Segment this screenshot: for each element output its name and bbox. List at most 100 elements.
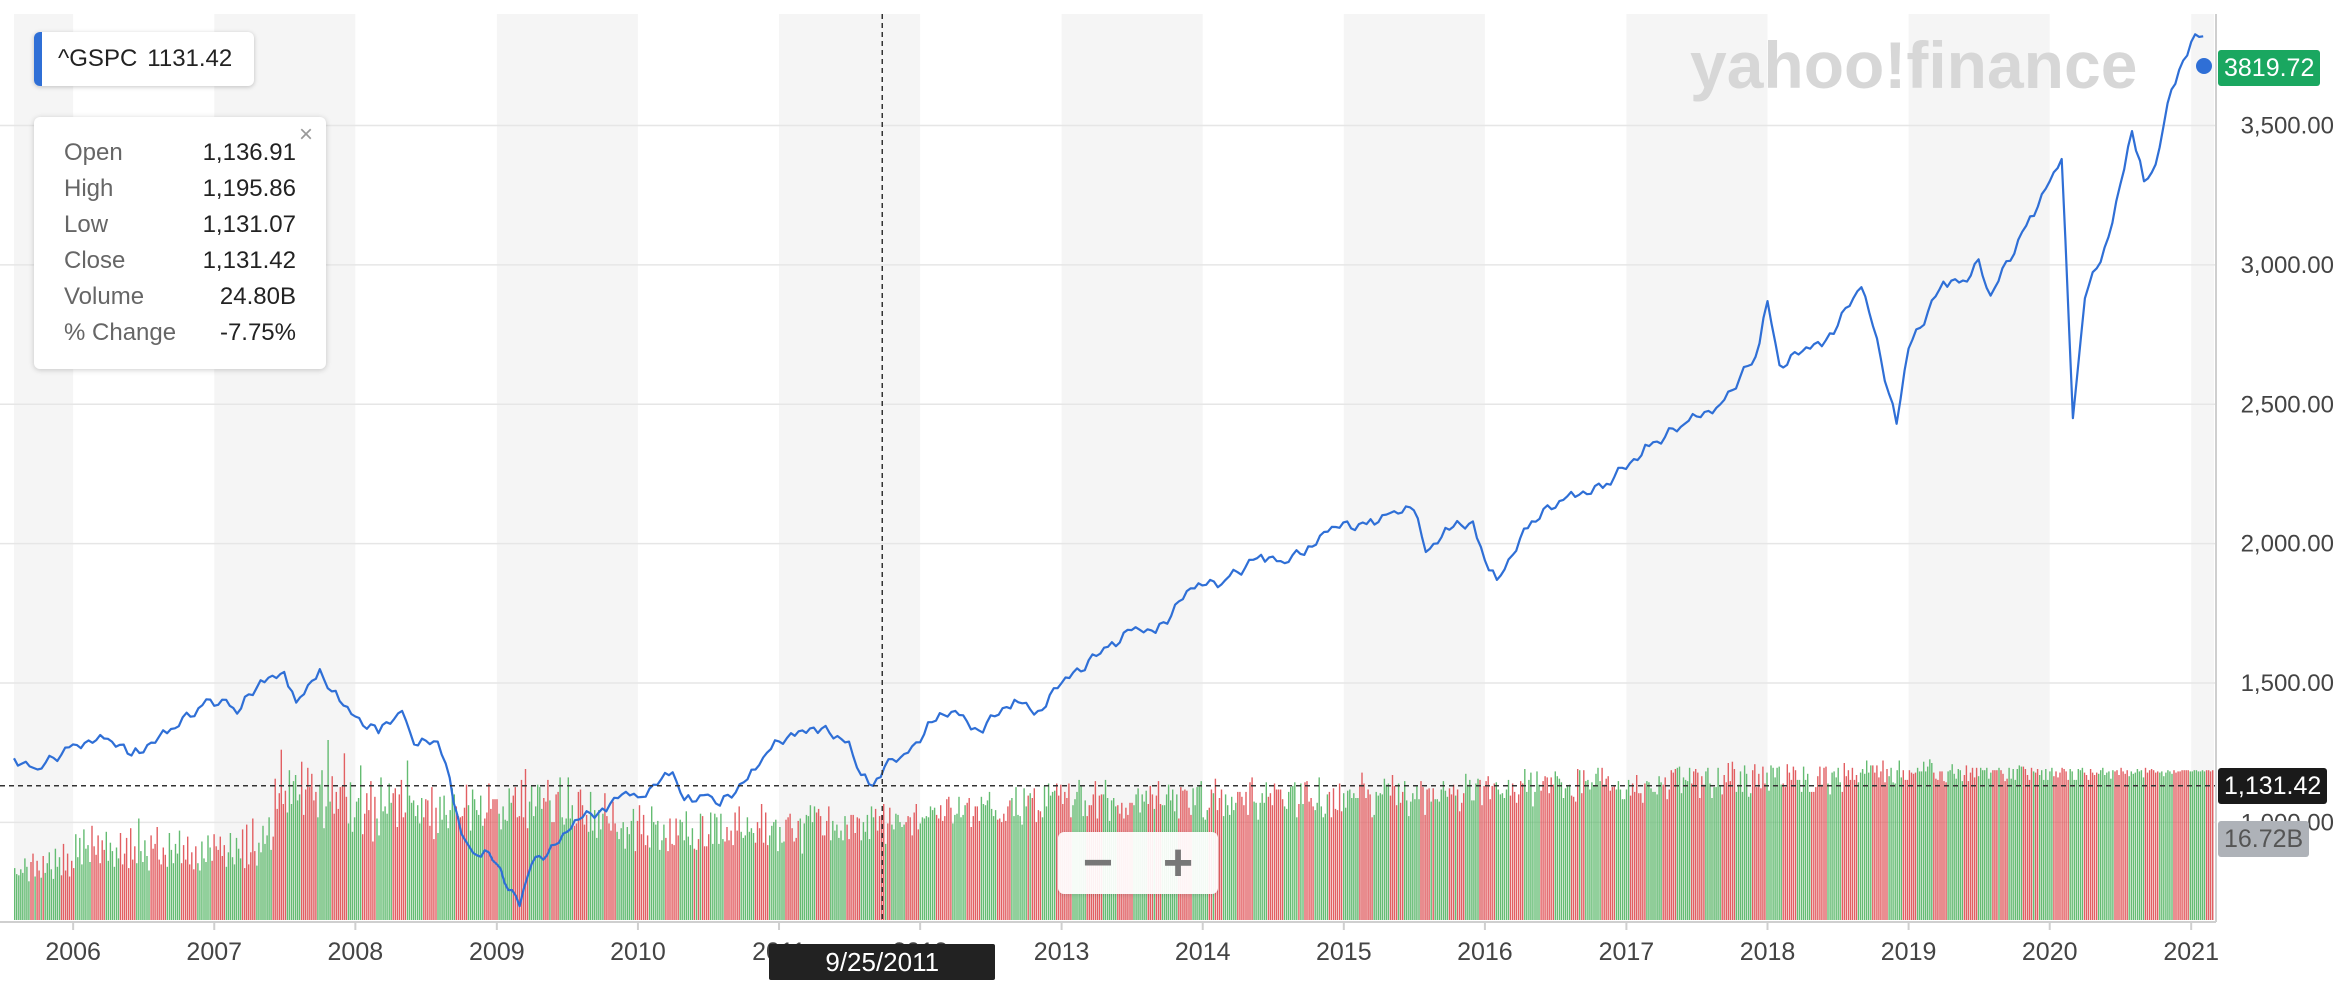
volume-bar <box>1369 794 1371 920</box>
zoom-out-button[interactable]: − <box>1082 834 1114 892</box>
volume-bar <box>1597 767 1599 920</box>
volume-bar <box>1947 771 1949 920</box>
volume-bar <box>256 865 258 920</box>
volume-bar <box>417 805 419 920</box>
volume-bar <box>2010 778 2012 920</box>
volume-bar <box>1627 779 1630 920</box>
volume-bar <box>968 798 970 920</box>
volume-bar <box>421 798 423 920</box>
volume-bar <box>842 840 844 920</box>
volume-bar <box>91 825 93 920</box>
x-axis-labels: 2006200720082009201020112012201320142015… <box>45 922 2219 966</box>
volume-bar <box>577 791 580 920</box>
volume-bar <box>514 787 516 920</box>
volume-bar <box>1428 788 1430 920</box>
volume-bar <box>1833 771 1835 920</box>
volume-bar <box>854 833 856 920</box>
close-icon[interactable]: × <box>298 121 313 148</box>
volume-bar <box>1809 791 1811 920</box>
volume-bar <box>388 783 390 920</box>
volume-bar <box>142 862 144 920</box>
volume-bar <box>1469 779 1471 920</box>
volume-bar <box>1682 777 1685 920</box>
volume-bar <box>779 827 781 920</box>
volume-bar <box>423 817 425 920</box>
volume-bar <box>1754 764 1756 920</box>
volume-bar <box>1656 794 1658 920</box>
volume-bar <box>581 805 584 920</box>
volume-bar <box>2077 769 2079 920</box>
volume-bar <box>683 840 685 920</box>
volume-bar <box>762 842 765 920</box>
volume-bar <box>136 863 138 920</box>
volume-bar <box>1898 760 1900 920</box>
volume-bar <box>1890 767 1892 920</box>
volume-bar <box>1513 791 1516 920</box>
volume-bar <box>872 817 875 920</box>
volume-bar <box>838 837 840 920</box>
volume-bar <box>362 834 364 920</box>
volume-bar <box>233 864 236 920</box>
volume-bar <box>119 833 122 920</box>
volume-bar <box>34 876 36 920</box>
y-tick-label: 2,000.00 <box>2241 531 2334 558</box>
volume-bar <box>1393 785 1396 920</box>
volume-bar <box>549 800 551 920</box>
volume-bar <box>1839 782 1841 920</box>
volume-bar <box>1760 788 1762 920</box>
volume-bar <box>885 843 887 920</box>
volume-bar <box>1245 791 1247 920</box>
symbol-chip[interactable]: ^GSPC 1131.42 <box>34 32 255 86</box>
volume-bar <box>600 829 602 920</box>
volume-bar <box>68 876 71 920</box>
volume-bar <box>846 824 848 920</box>
volume-bar <box>248 864 250 920</box>
volume-bar <box>1237 791 1239 920</box>
volume-bar <box>726 827 728 920</box>
volume-bar <box>594 810 596 920</box>
volume-bar <box>1743 765 1746 920</box>
volume-bar <box>288 770 291 920</box>
volume-bar <box>606 816 608 920</box>
volume-bar <box>1518 794 1520 920</box>
volume-bar <box>166 866 168 920</box>
volume-bar <box>752 833 755 920</box>
volume-bar <box>1493 783 1495 920</box>
volume-bar <box>1465 773 1467 920</box>
volume-bar <box>1695 769 1697 920</box>
volume-bar <box>2067 779 2069 920</box>
volume-bar <box>533 816 535 920</box>
volume-bar <box>2045 769 2047 920</box>
volume-bar <box>1640 793 1642 920</box>
volume-bar <box>1717 767 1719 920</box>
volume-bar <box>557 791 559 920</box>
volume-bar <box>1452 784 1455 920</box>
volume-bar <box>1503 798 1506 920</box>
volume-bar <box>1737 784 1740 920</box>
volume-bar <box>516 817 519 920</box>
volume-bar <box>1397 783 1400 920</box>
volume-bar <box>1436 799 1438 920</box>
volume-bar <box>858 818 860 920</box>
volume-bar <box>1243 805 1245 920</box>
volume-bar <box>435 807 437 920</box>
volume-bar <box>1220 789 1223 920</box>
volume-bar <box>199 870 201 920</box>
volume-bar <box>504 819 506 920</box>
volume-bar <box>1035 822 1037 920</box>
volume-bar <box>2028 779 2031 920</box>
volume-bar <box>1815 787 1817 920</box>
x-tick-label: 2020 <box>2022 938 2078 966</box>
volume-bar <box>1391 775 1394 920</box>
volume-bar <box>1967 781 1970 920</box>
volume-bar <box>1322 817 1324 920</box>
volume-bar <box>897 814 899 920</box>
volume-bar <box>296 800 299 920</box>
volume-bar <box>925 816 928 920</box>
x-tick-label: 2015 <box>1316 938 1372 966</box>
volume-bar <box>1520 781 1522 920</box>
volume-bar <box>1992 770 1994 920</box>
zoom-in-button[interactable]: + <box>1162 834 1194 892</box>
volume-bar <box>148 870 150 920</box>
